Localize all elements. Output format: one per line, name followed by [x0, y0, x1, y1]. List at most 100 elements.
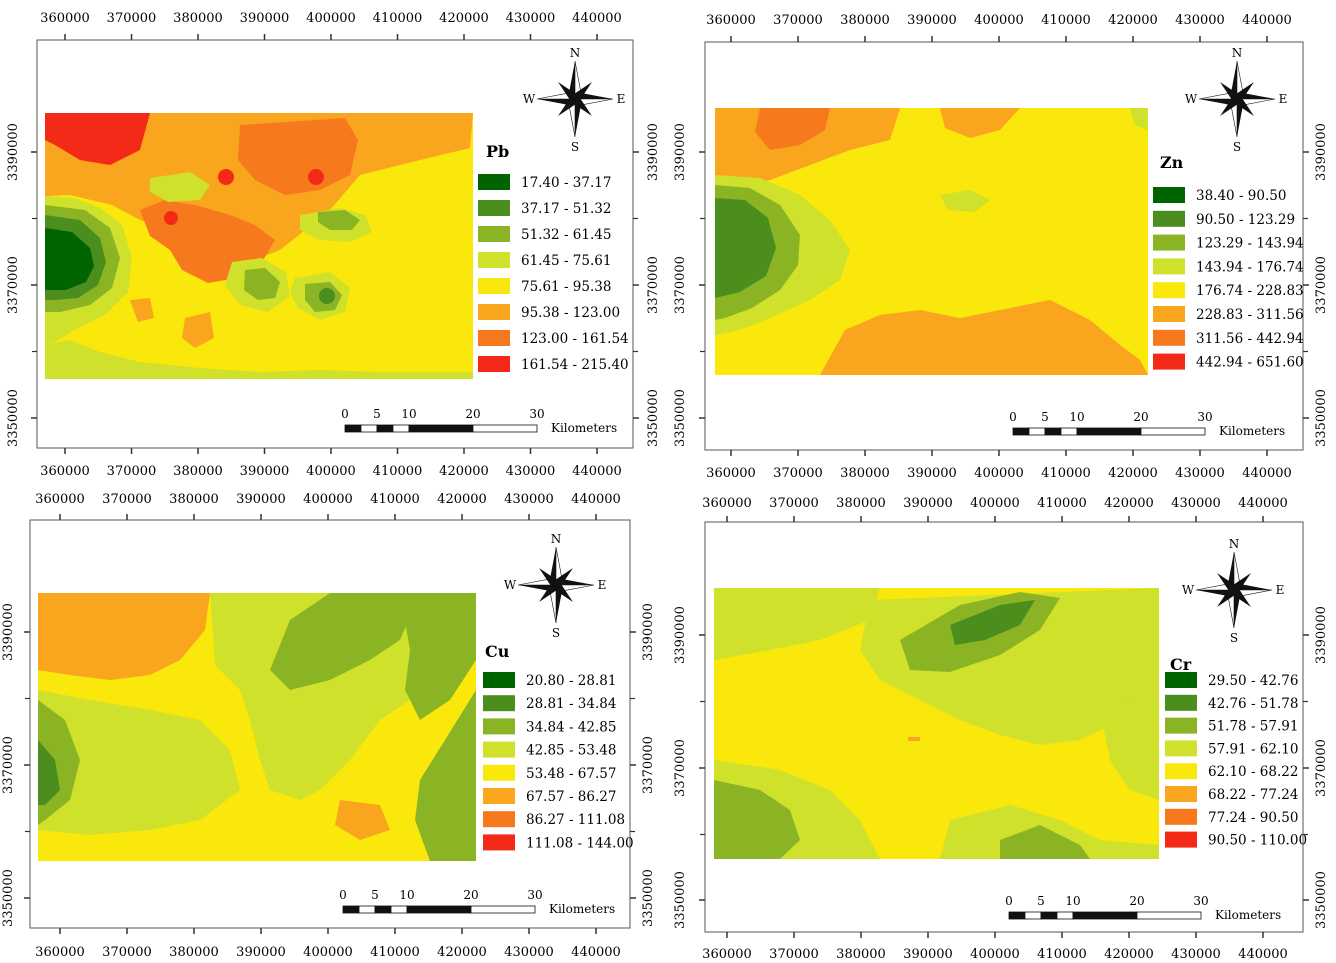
y-tick-label-right: 3350000 — [641, 869, 656, 927]
x-tick-label-bottom: 420000 — [437, 945, 487, 960]
decorations: 360000 360000 370000 370000 380000 380000 3900… — [1, 11, 1329, 962]
pb-surface — [45, 113, 473, 379]
compass-rose-icon: N S E W — [1182, 537, 1285, 645]
y-tick-label-left: 3390000 — [673, 606, 688, 664]
x-tick-label-top: 400000 — [970, 496, 1020, 511]
scale-segment — [470, 905, 536, 914]
scale-segment — [376, 424, 394, 433]
legend-title: Zn — [1160, 153, 1184, 172]
x-tick-label-top: 380000 — [840, 13, 890, 28]
legend-label: 51.78 - 57.91 — [1208, 719, 1298, 735]
scale-segment — [1072, 911, 1138, 920]
legend-swatch — [1153, 187, 1185, 203]
legend-label: 442.94 - 651.60 — [1196, 355, 1304, 371]
map-panel-zn: Zn 38.40 - 90.50 90.50 - 123.29 123.29 - 1… — [704, 41, 1304, 451]
legend-swatch — [483, 834, 515, 851]
legend-label: 90.50 - 123.29 — [1196, 212, 1295, 228]
legend-swatch — [1153, 258, 1185, 275]
scale-segment — [360, 424, 378, 433]
x-tick-label-bottom: 430000 — [506, 464, 556, 479]
legend-swatch — [483, 695, 515, 712]
cu-surface — [38, 593, 476, 861]
legend-label: 111.08 - 144.00 — [526, 835, 634, 851]
scale-segment — [1140, 427, 1206, 436]
compass-w: W — [523, 92, 536, 106]
legend-label: 90.50 - 110.00 — [1208, 833, 1307, 849]
scale-label: 0 — [1005, 894, 1013, 908]
scale-segment — [1040, 911, 1058, 920]
legend-swatch — [1165, 786, 1197, 802]
legend-swatch — [1165, 694, 1197, 711]
scale-segment — [342, 905, 360, 914]
x-tick-label-bottom: 370000 — [102, 945, 152, 960]
legend: Zn 38.40 - 90.50 90.50 - 123.29 123.29 - 1… — [1153, 153, 1304, 371]
map-decorations: 360000 360000 370000 370000 380000 380000 3900… — [1, 492, 656, 960]
map-panel-cr: Cr 29.50 - 42.76 42.76 - 51.78 51.78 - 57.… — [704, 521, 1307, 933]
compass-e: E — [1279, 92, 1288, 106]
legend-label: 68.22 - 77.24 — [1208, 787, 1298, 803]
legend-label: 38.40 - 90.50 — [1196, 188, 1286, 204]
x-tick-label-top: 390000 — [903, 496, 953, 511]
legend-swatch — [1153, 306, 1185, 322]
scale-segment — [1044, 427, 1062, 436]
compass-w: W — [1182, 583, 1195, 597]
x-tick-label-bottom: 360000 — [40, 464, 90, 479]
legend-label: 53.48 - 67.57 — [526, 766, 616, 782]
compass-n: N — [1232, 46, 1243, 60]
x-tick-label-top: 390000 — [240, 11, 290, 26]
y-tick-label-left: 3390000 — [6, 123, 21, 181]
legend-label: 20.80 - 28.81 — [526, 673, 616, 689]
x-tick-label-bottom: 400000 — [303, 945, 353, 960]
y-tick-label-right: 3390000 — [646, 123, 661, 181]
map-panel-cu: Cu 20.80 - 28.81 28.81 - 34.84 34.84 - 42.… — [29, 519, 634, 929]
legend-swatch — [1165, 763, 1197, 780]
legend-label: 86.27 - 111.08 — [526, 812, 625, 828]
scale-segment — [472, 424, 538, 433]
x-tick-label-top: 360000 — [35, 492, 85, 507]
x-tick-label-top: 420000 — [437, 492, 487, 507]
scale-segment — [1024, 911, 1042, 920]
map-decorations: 360000 360000 370000 370000 380000 380000 3900… — [673, 13, 1329, 481]
compass-n: N — [570, 46, 581, 60]
legend-label: 176.74 - 228.83 — [1196, 283, 1304, 299]
x-tick-label-top: 400000 — [306, 11, 356, 26]
legend-swatch — [483, 788, 515, 804]
legend-swatch — [1153, 210, 1185, 227]
scale-label: 20 — [1129, 894, 1144, 908]
legend-swatch — [478, 330, 510, 346]
x-tick-label-top: 410000 — [370, 492, 420, 507]
compass-s: S — [552, 626, 560, 640]
legend: Cr 29.50 - 42.76 42.76 - 51.78 51.78 - 57.… — [1165, 655, 1307, 849]
scale-label: 20 — [465, 407, 480, 421]
cr-surface — [714, 588, 1159, 859]
x-tick-label-bottom: 440000 — [572, 464, 622, 479]
legend-swatch — [1165, 717, 1197, 734]
scale-bar: 0 5 10 20 30 Kilometers — [1009, 410, 1285, 438]
legend-label: 67.57 - 86.27 — [526, 789, 616, 805]
legend: Pb 17.40 - 37.17 37.17 - 51.32 51.32 - 61.… — [478, 142, 629, 373]
legend-label: 123.29 - 143.94 — [1196, 236, 1304, 252]
x-tick-label-bottom: 390000 — [903, 947, 953, 962]
x-tick-label-bottom: 380000 — [840, 466, 890, 481]
legend-swatch — [478, 278, 510, 294]
map-panel-pb: Pb 17.40 - 37.17 37.17 - 51.32 51.32 - 61.… — [36, 39, 634, 449]
y-tick-label-right: 3390000 — [641, 603, 656, 661]
legend-title: Cu — [485, 642, 510, 661]
legend-label: 34.84 - 42.85 — [526, 719, 616, 735]
scale-label: 5 — [371, 888, 379, 902]
y-tick-label-right: 3370000 — [646, 256, 661, 314]
legend-swatch — [483, 672, 515, 688]
x-tick-label-bottom: 440000 — [1238, 947, 1288, 962]
compass-s: S — [1233, 140, 1241, 154]
x-tick-label-top: 410000 — [1041, 13, 1091, 28]
legend-swatch — [1165, 740, 1197, 757]
x-tick-label-bottom: 400000 — [970, 947, 1020, 962]
x-tick-label-top: 410000 — [373, 11, 423, 26]
map-decorations: 360000 360000 370000 370000 380000 380000 3900… — [673, 496, 1329, 962]
y-tick-label-left: 3350000 — [6, 389, 21, 447]
x-tick-label-top: 380000 — [173, 11, 223, 26]
scale-segment — [344, 424, 362, 433]
legend-label: 228.83 - 311.56 — [1196, 307, 1304, 323]
scale-label: 30 — [1193, 894, 1208, 908]
x-tick-label-top: 440000 — [572, 11, 622, 26]
